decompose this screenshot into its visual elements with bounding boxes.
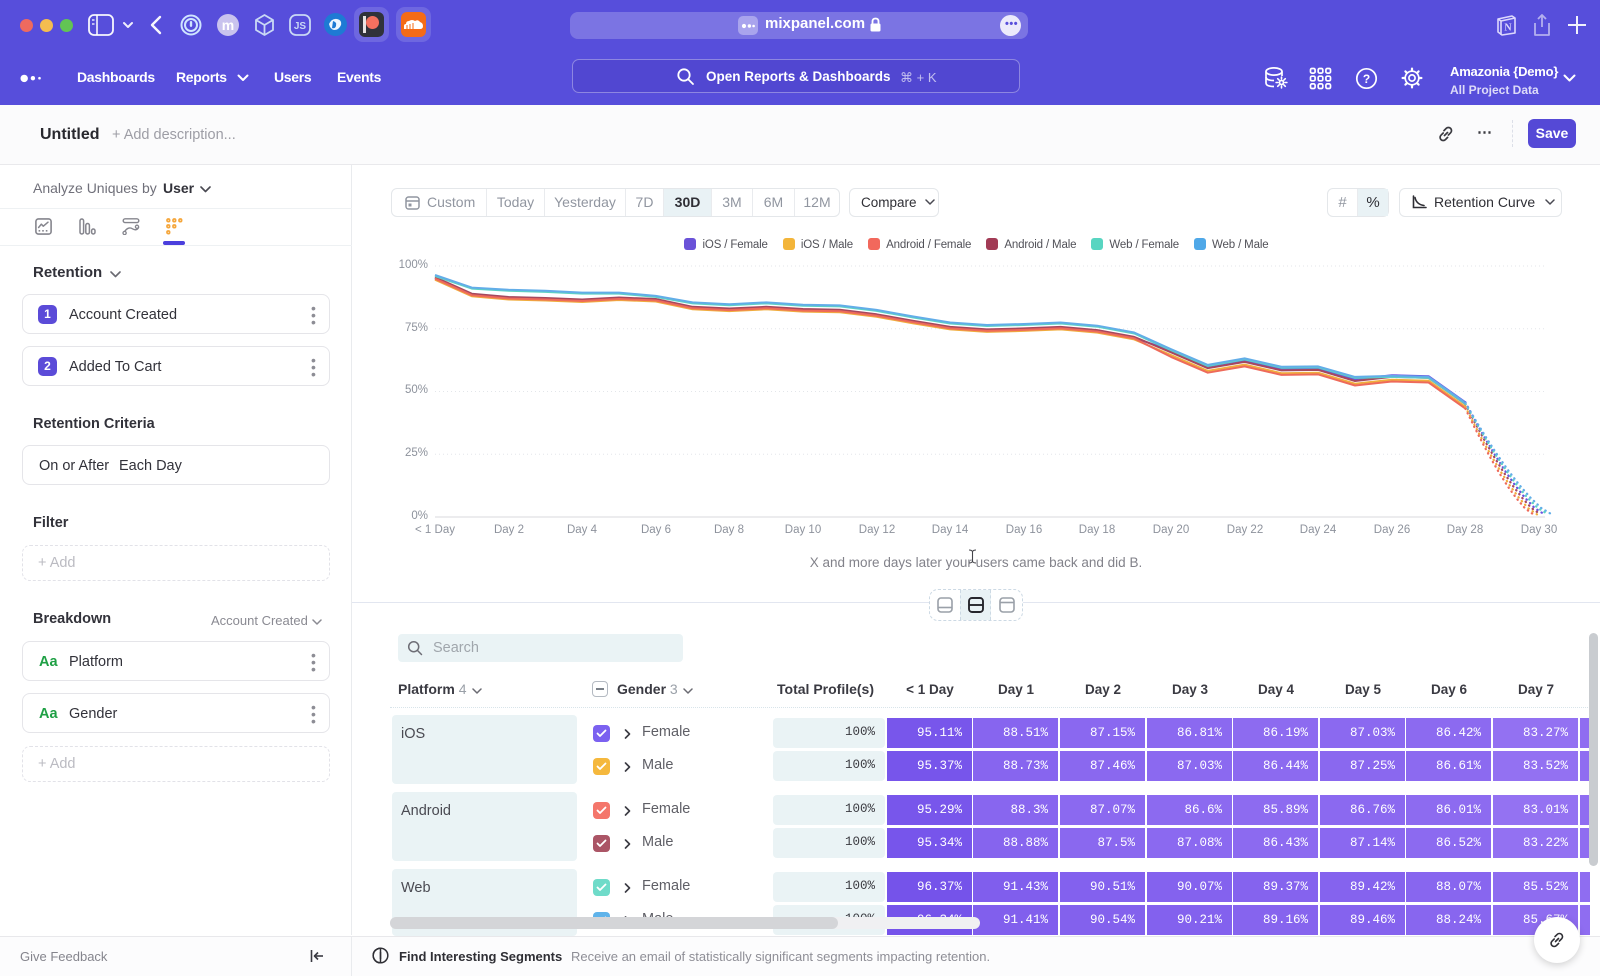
svg-text:?: ? [1363,72,1370,86]
svg-text:N: N [1504,23,1512,34]
svg-text:JS: JS [294,21,307,32]
